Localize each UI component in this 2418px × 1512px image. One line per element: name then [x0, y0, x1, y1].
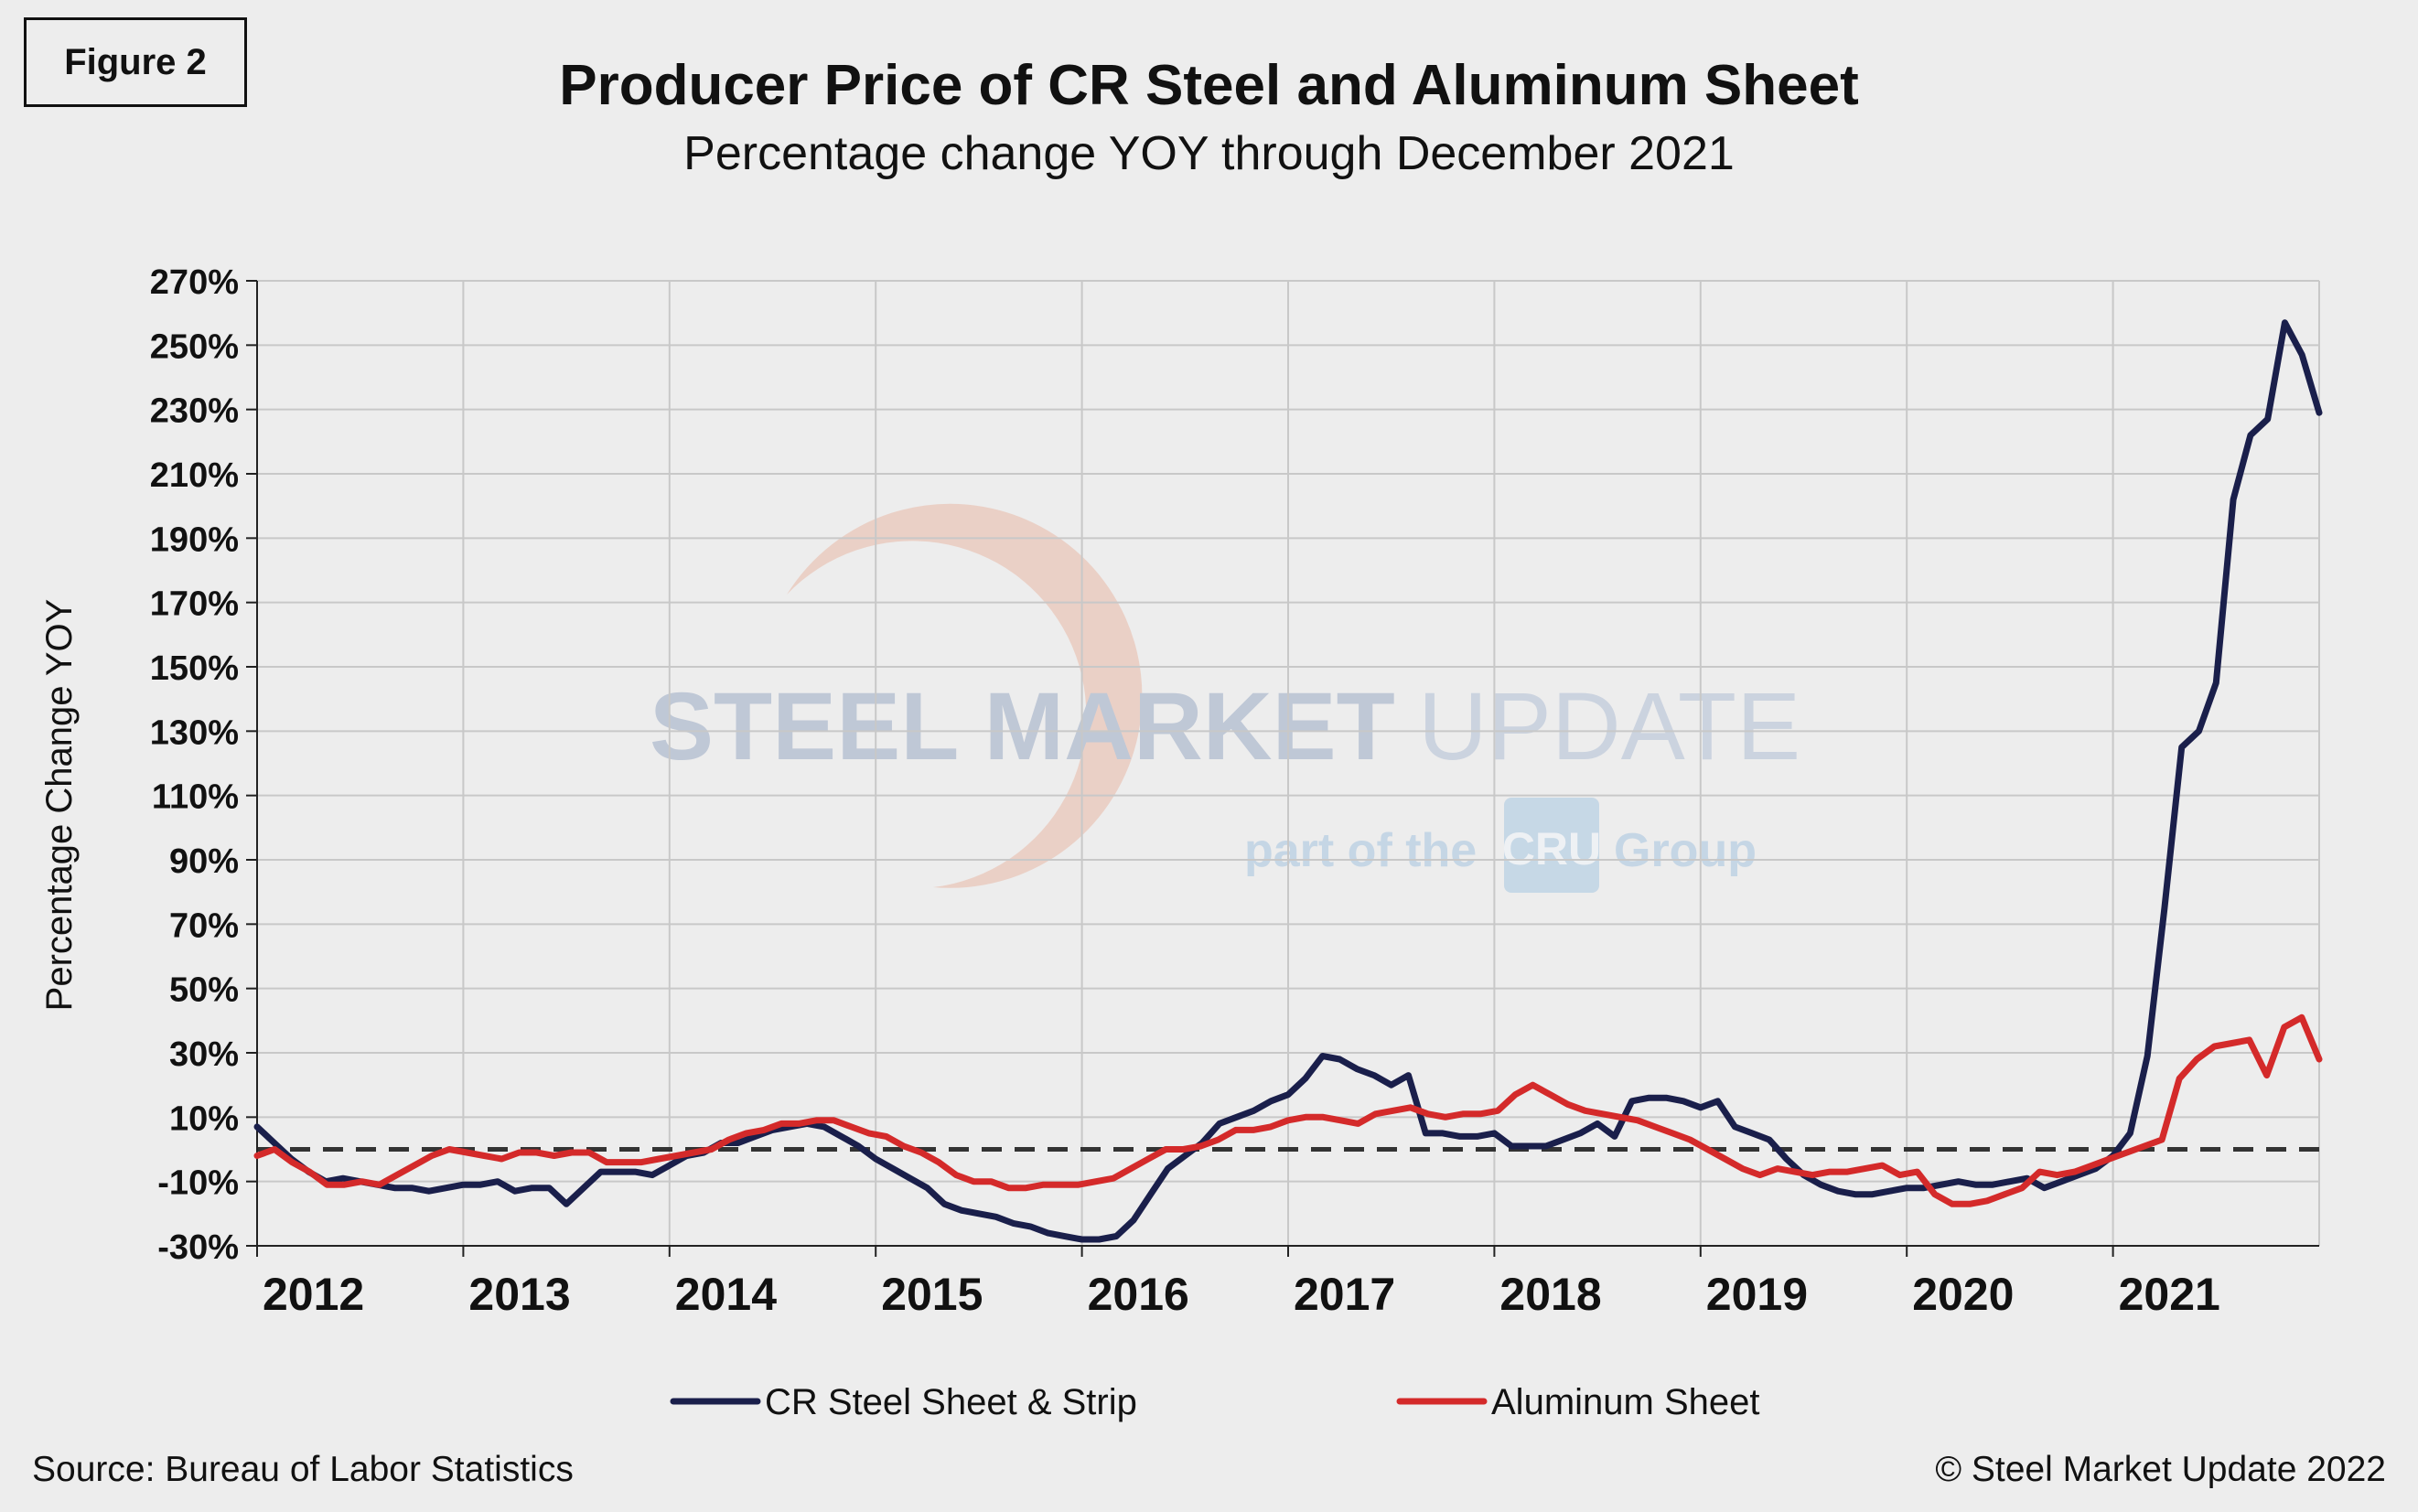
y-tick-label: 210%: [150, 456, 239, 495]
x-tick-label: 2016: [1088, 1269, 1189, 1320]
watermark: STEEL MARKET UPDATE part of the CRU Grou…: [650, 503, 1800, 893]
y-tick-label: 30%: [169, 1035, 239, 1074]
x-tick-label: 2015: [881, 1269, 983, 1320]
x-tick-label: 2017: [1294, 1269, 1395, 1320]
watermark-line2-a: part of the: [1244, 824, 1477, 877]
y-tick-label: 150%: [150, 649, 239, 688]
series-line-aluminum: [253, 1013, 2323, 1207]
axes: [246, 280, 2319, 1257]
y-tick-label: -10%: [157, 1164, 239, 1203]
source-note: Source: Bureau of Labor Statistics: [32, 1450, 574, 1489]
y-tick-label: -30%: [157, 1228, 239, 1267]
chart-subtitle: Percentage change YOY through December 2…: [683, 127, 1735, 180]
x-tick-label: 2012: [263, 1269, 364, 1320]
x-tick-label: 2019: [1706, 1269, 1808, 1320]
x-tick-labels: 2012 2013 2014 2015 2016 2017 2018 2019 2020 2021: [263, 1269, 2220, 1320]
legend-item-cr-steel: CR Steel Sheet & Strip: [670, 1382, 1137, 1422]
copyright-note: © Steel Market Update 2022: [1935, 1450, 2386, 1489]
y-tick-labels: 270% 250% 230% 210% 190% 170% 150% 130% 110% 90% 7…: [150, 263, 239, 1267]
legend: CR Steel Sheet & Strip Aluminum Sheet: [670, 1382, 1759, 1422]
chart-title: Producer Price of CR Steel and Aluminum …: [559, 54, 1859, 117]
watermark-swoosh-icon: [787, 503, 1143, 888]
y-tick-label: 90%: [169, 842, 239, 881]
x-tick-label: 2018: [1499, 1269, 1601, 1320]
legend-item-aluminum: Aluminum Sheet: [1396, 1382, 1759, 1422]
x-tick-label: 2013: [468, 1269, 570, 1320]
watermark-line2-b: Group: [1614, 824, 1757, 877]
x-tick-label: 2014: [675, 1269, 777, 1320]
y-tick-label: 70%: [169, 906, 239, 945]
legend-label: CR Steel Sheet & Strip: [765, 1382, 1137, 1422]
y-tick-label: 50%: [169, 971, 239, 1010]
watermark-line1-light: UPDATE: [1418, 673, 1800, 780]
legend-label: Aluminum Sheet: [1491, 1382, 1759, 1422]
y-tick-label: 230%: [150, 392, 239, 431]
watermark-cru-logo-icon: [1504, 798, 1599, 893]
watermark-line2-logo: CRU: [1502, 823, 1601, 874]
series-line-cr-steel: [253, 319, 2323, 1243]
y-tick-label: 190%: [150, 520, 239, 559]
y-tick-label: 250%: [150, 327, 239, 366]
x-tick-label: 2021: [2119, 1269, 2220, 1320]
y-tick-label: 110%: [152, 778, 239, 817]
y-tick-label: 270%: [150, 263, 239, 302]
x-tick-label: 2020: [1912, 1269, 2014, 1320]
figure-label: Figure 2: [24, 17, 247, 107]
series-lines: [253, 319, 2323, 1243]
watermark-line1-bold: STEEL MARKET: [650, 673, 1395, 780]
y-axis-label: Percentage Change YOY: [39, 599, 80, 1012]
y-tick-label: 130%: [150, 713, 239, 752]
y-tick-label: 10%: [169, 1099, 239, 1138]
grid-lines: [257, 280, 2320, 1247]
y-tick-label: 170%: [150, 585, 239, 624]
